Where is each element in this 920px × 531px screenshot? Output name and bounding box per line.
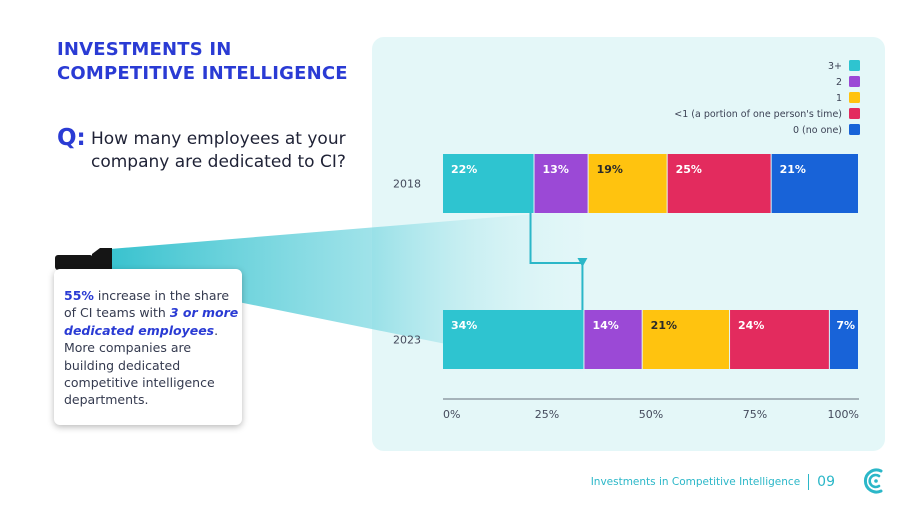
bar-segment xyxy=(771,154,858,213)
title-line-1: INVESTMENTS IN xyxy=(57,39,232,60)
bar-data-label: 14% xyxy=(592,319,618,332)
x-tick-label: 50% xyxy=(639,408,663,421)
footer-text: Investments in Competitive Intelligence xyxy=(590,476,801,488)
bar-data-label: 21% xyxy=(651,319,677,332)
title-line-2: COMPETITIVE INTELLIGENCE xyxy=(57,63,348,84)
x-tick-label: 25% xyxy=(535,408,559,421)
legend-swatch xyxy=(849,108,860,119)
legend-swatch xyxy=(849,124,860,135)
x-tick-label: 0% xyxy=(443,408,460,421)
question-label: Q: xyxy=(57,125,86,151)
bar-data-label: 21% xyxy=(780,163,806,176)
legend-swatch xyxy=(849,76,860,87)
bar-data-label: 7% xyxy=(836,319,855,332)
legend-label: <1 (a portion of one person's time) xyxy=(674,109,842,120)
bar-data-label: 34% xyxy=(451,319,477,332)
insight-callout: 55% increase in the share of CI teams wi… xyxy=(54,269,242,425)
bar-segment xyxy=(443,154,534,213)
chart-x-axis: 0% 25% 50% 75% 100% xyxy=(443,398,859,421)
bar-data-label: 24% xyxy=(738,319,764,332)
question-text: How many employees at your company are d… xyxy=(91,129,346,172)
category-label-2018: 2018 xyxy=(393,178,421,191)
legend-label: 0 (no one) xyxy=(793,125,842,136)
bar-segment xyxy=(730,310,829,369)
footer-divider xyxy=(808,474,810,490)
growth-connector-arrow xyxy=(529,213,588,310)
chart-bars: 2018 22% 13% 19% 25% 21% 2023 34% 14% 21% 24% 7% xyxy=(393,154,858,369)
callout-emphasis: 3 or more dedicated employees xyxy=(64,305,239,338)
callout-text: 55% increase in the share of CI teams wi… xyxy=(64,287,239,409)
bar-data-label: 25% xyxy=(676,163,702,176)
bar-segment xyxy=(534,154,588,213)
bar-segment xyxy=(584,310,642,369)
bar-segment xyxy=(443,310,584,369)
brand-logo-icon xyxy=(863,468,883,494)
legend-label: 2 xyxy=(836,77,842,88)
callout-text-a: increase in the share of CI teams with xyxy=(64,288,230,321)
x-tick-label: 100% xyxy=(828,408,859,421)
category-label-2023: 2023 xyxy=(393,334,421,347)
bar-segment xyxy=(588,154,667,213)
bar-segment xyxy=(667,154,771,213)
connector-arrowhead xyxy=(577,258,588,267)
bar-data-label: 19% xyxy=(597,163,623,176)
footer: Investments in Competitive Intelligence … xyxy=(591,474,835,490)
legend-swatch xyxy=(849,92,860,103)
bar-segment xyxy=(829,310,858,369)
connector-line xyxy=(529,213,584,310)
page-title: INVESTMENTS IN COMPETITIVE INTELLIGENCE xyxy=(57,38,348,86)
legend-label: 3+ xyxy=(828,61,842,72)
callout-percent: 55% xyxy=(64,288,94,303)
callout-text-b: . More companies are building dedicated … xyxy=(64,322,219,408)
bar-segment xyxy=(642,310,730,369)
bar-data-label: 22% xyxy=(451,163,477,176)
legend-label: 1 xyxy=(836,93,842,104)
bar-data-label: 13% xyxy=(543,163,569,176)
chart-legend: 3+ 2 1 <1 (a portion of one person's time) 0… xyxy=(674,60,860,136)
legend-swatch xyxy=(849,60,860,71)
page-number: 09 xyxy=(817,474,835,490)
x-tick-label: 75% xyxy=(743,408,767,421)
